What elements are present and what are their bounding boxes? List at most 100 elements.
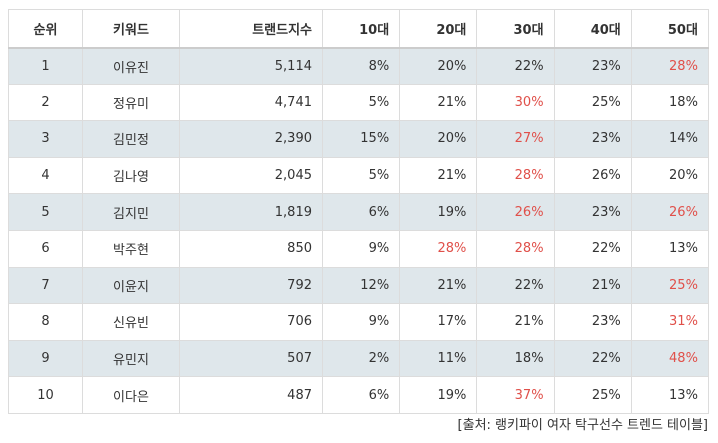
table-row: 3 김민정 2,390 15% 20% 27% 23% 14% bbox=[8, 120, 709, 158]
keyword-cell: 김민정 bbox=[82, 120, 180, 158]
age-20s-cell: 21% bbox=[399, 83, 478, 122]
table-row: 4 김나영 2,045 5% 21% 28% 26% 20% bbox=[8, 156, 709, 195]
age-50s-cell: 20% bbox=[630, 156, 709, 195]
rank-cell: 1 bbox=[8, 47, 83, 85]
rank-cell: 4 bbox=[8, 156, 83, 195]
age-10s-cell: 5% bbox=[321, 156, 401, 195]
age-10s-cell: 9% bbox=[321, 303, 401, 341]
trend-table: 순위 키워드 트랜드지수 10대 20대 30대 40대 50대 1 이유진 5,1… bbox=[8, 9, 709, 414]
age-50s-cell: 48% bbox=[630, 339, 709, 378]
age-20s-cell: 11% bbox=[399, 339, 478, 378]
rank-cell: 8 bbox=[8, 303, 83, 341]
rank-cell: 3 bbox=[8, 120, 83, 158]
rank-cell: 2 bbox=[8, 83, 83, 122]
age-10s-cell: 12% bbox=[321, 266, 401, 305]
age-10s-cell: 9% bbox=[321, 229, 401, 268]
trend-index-cell: 4,741 bbox=[179, 83, 323, 122]
keyword-cell: 이다은 bbox=[82, 376, 180, 414]
keyword-cell: 김나영 bbox=[82, 156, 180, 195]
table-row: 6 박주현 850 9% 28% 28% 22% 13% bbox=[8, 229, 709, 268]
age-40s-cell: 23% bbox=[553, 47, 632, 85]
table-row: 2 정유미 4,741 5% 21% 30% 25% 18% bbox=[8, 83, 709, 122]
trend-index-cell: 706 bbox=[179, 303, 323, 341]
age-30s-cell: 37% bbox=[476, 376, 555, 414]
header-age-10s: 10대 bbox=[321, 9, 401, 49]
trend-index-cell: 487 bbox=[179, 376, 323, 414]
header-age-40s: 40대 bbox=[553, 9, 632, 49]
age-40s-cell: 26% bbox=[553, 156, 632, 195]
header-rank: 순위 bbox=[8, 9, 83, 49]
table-header: 순위 키워드 트랜드지수 10대 20대 30대 40대 50대 bbox=[8, 9, 709, 49]
age-30s-cell: 30% bbox=[476, 83, 555, 122]
age-50s-cell: 26% bbox=[630, 193, 709, 231]
age-50s-cell: 18% bbox=[630, 83, 709, 122]
keyword-cell: 정유미 bbox=[82, 83, 180, 122]
age-50s-cell: 13% bbox=[630, 229, 709, 268]
trend-index-cell: 2,045 bbox=[179, 156, 323, 195]
table-row: 5 김지민 1,819 6% 19% 26% 23% 26% bbox=[8, 193, 709, 231]
trend-index-cell: 850 bbox=[179, 229, 323, 268]
trend-index-cell: 2,390 bbox=[179, 120, 323, 158]
age-10s-cell: 6% bbox=[321, 376, 401, 414]
age-20s-cell: 17% bbox=[399, 303, 478, 341]
trend-index-cell: 507 bbox=[179, 339, 323, 378]
age-20s-cell: 20% bbox=[399, 47, 478, 85]
age-40s-cell: 23% bbox=[553, 303, 632, 341]
header-age-20s: 20대 bbox=[399, 9, 478, 49]
age-30s-cell: 22% bbox=[476, 47, 555, 85]
age-10s-cell: 5% bbox=[321, 83, 401, 122]
keyword-cell: 이유진 bbox=[82, 47, 180, 85]
header-trend-index: 트랜드지수 bbox=[179, 9, 323, 49]
age-10s-cell: 6% bbox=[321, 193, 401, 231]
age-30s-cell: 28% bbox=[476, 156, 555, 195]
age-40s-cell: 23% bbox=[553, 120, 632, 158]
age-20s-cell: 28% bbox=[399, 229, 478, 268]
keyword-cell: 이윤지 bbox=[82, 266, 180, 305]
age-50s-cell: 25% bbox=[630, 266, 709, 305]
age-40s-cell: 25% bbox=[553, 376, 632, 414]
rank-cell: 10 bbox=[8, 376, 83, 414]
age-20s-cell: 20% bbox=[399, 120, 478, 158]
keyword-cell: 신유빈 bbox=[82, 303, 180, 341]
age-50s-cell: 28% bbox=[630, 47, 709, 85]
header-keyword: 키워드 bbox=[82, 9, 180, 49]
age-30s-cell: 22% bbox=[476, 266, 555, 305]
keyword-cell: 유민지 bbox=[82, 339, 180, 378]
age-10s-cell: 2% bbox=[321, 339, 401, 378]
table-row: 1 이유진 5,114 8% 20% 22% 23% 28% bbox=[8, 47, 709, 85]
age-20s-cell: 19% bbox=[399, 193, 478, 231]
age-30s-cell: 26% bbox=[476, 193, 555, 231]
age-30s-cell: 18% bbox=[476, 339, 555, 378]
keyword-cell: 김지민 bbox=[82, 193, 180, 231]
rank-cell: 9 bbox=[8, 339, 83, 378]
rank-cell: 7 bbox=[8, 266, 83, 305]
trend-table-container: 순위 키워드 트랜드지수 10대 20대 30대 40대 50대 1 이유진 5,1… bbox=[8, 9, 709, 414]
age-40s-cell: 21% bbox=[553, 266, 632, 305]
age-40s-cell: 23% bbox=[553, 193, 632, 231]
table-row: 10 이다은 487 6% 19% 37% 25% 13% bbox=[8, 376, 709, 414]
age-30s-cell: 21% bbox=[476, 303, 555, 341]
age-20s-cell: 19% bbox=[399, 376, 478, 414]
age-50s-cell: 14% bbox=[630, 120, 709, 158]
table-row: 7 이윤지 792 12% 21% 22% 21% 25% bbox=[8, 266, 709, 305]
rank-cell: 5 bbox=[8, 193, 83, 231]
table-row: 9 유민지 507 2% 11% 18% 22% 48% bbox=[8, 339, 709, 378]
trend-index-cell: 5,114 bbox=[179, 47, 323, 85]
trend-index-cell: 792 bbox=[179, 266, 323, 305]
age-40s-cell: 22% bbox=[553, 339, 632, 378]
age-20s-cell: 21% bbox=[399, 266, 478, 305]
age-40s-cell: 22% bbox=[553, 229, 632, 268]
age-30s-cell: 27% bbox=[476, 120, 555, 158]
table-row: 8 신유빈 706 9% 17% 21% 23% 31% bbox=[8, 303, 709, 341]
rank-cell: 6 bbox=[8, 229, 83, 268]
age-10s-cell: 8% bbox=[321, 47, 401, 85]
trend-index-cell: 1,819 bbox=[179, 193, 323, 231]
table-body: 1 이유진 5,114 8% 20% 22% 23% 28% 2 정유미 4,741 5% 21% 30%… bbox=[8, 47, 709, 414]
keyword-cell: 박주현 bbox=[82, 229, 180, 268]
age-50s-cell: 31% bbox=[630, 303, 709, 341]
header-age-30s: 30대 bbox=[476, 9, 555, 49]
age-10s-cell: 15% bbox=[321, 120, 401, 158]
age-50s-cell: 13% bbox=[630, 376, 709, 414]
header-age-50s: 50대 bbox=[630, 9, 709, 49]
source-caption: [출처: 랭키파이 여자 탁구선수 트렌드 테이블] bbox=[457, 418, 708, 433]
